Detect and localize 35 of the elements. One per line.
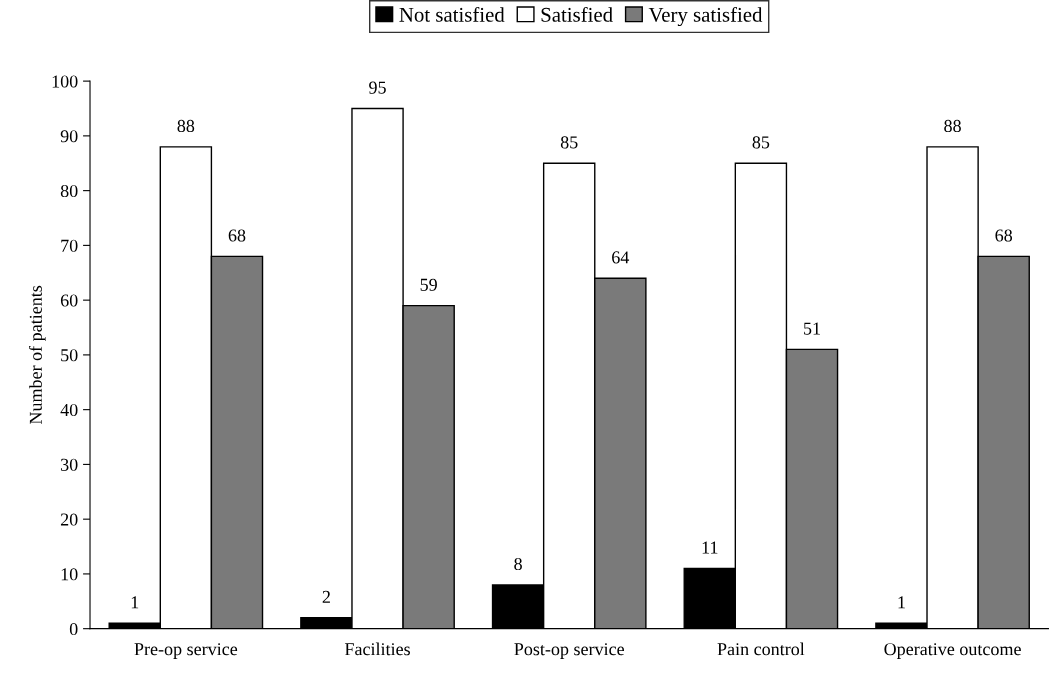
data-label: 68 <box>995 229 1013 242</box>
data-label: 85 <box>560 136 578 149</box>
y-tick-label: 40 <box>60 403 78 417</box>
data-label: 64 <box>612 251 630 264</box>
data-label: 8 <box>514 557 522 571</box>
x-tick-label: Facilities <box>344 642 410 656</box>
data-label: 51 <box>804 322 820 335</box>
y-tick-label: 30 <box>61 458 78 471</box>
x-tick-label: Operative outcome <box>884 643 1021 659</box>
legend-label: Not satisfied <box>399 6 505 22</box>
data-label: 2 <box>322 590 330 603</box>
x-tick-label: Pain control <box>717 642 805 656</box>
data-label: 88 <box>944 119 961 133</box>
legend-label: Satisfied <box>541 6 613 22</box>
y-axis-title: Number of patients <box>29 285 46 425</box>
data-label: 1 <box>131 596 139 609</box>
data-label: 85 <box>752 136 770 149</box>
y-tick-label: 90 <box>60 130 78 143</box>
data-label: 95 <box>369 81 386 94</box>
y-tick-label: 0 <box>69 622 78 636</box>
y-tick-label: 80 <box>60 184 78 198</box>
data-label: 1 <box>898 596 905 609</box>
data-label: 68 <box>228 229 246 242</box>
y-tick-label: 10 <box>61 568 78 581</box>
data-label: 11 <box>702 541 718 554</box>
y-tick-label: 100 <box>52 75 78 88</box>
x-tick-label: Pre-op service <box>134 643 238 659</box>
y-tick-label: 20 <box>60 513 78 526</box>
legend-label: Very satisfied <box>648 6 763 27</box>
y-tick-label: 50 <box>61 349 78 362</box>
x-tick-label: Post-op service <box>514 643 624 659</box>
data-label: 59 <box>420 278 437 291</box>
y-tick-label: 70 <box>61 239 78 252</box>
y-tick-label: 60 <box>60 294 78 307</box>
data-label: 88 <box>177 119 195 133</box>
